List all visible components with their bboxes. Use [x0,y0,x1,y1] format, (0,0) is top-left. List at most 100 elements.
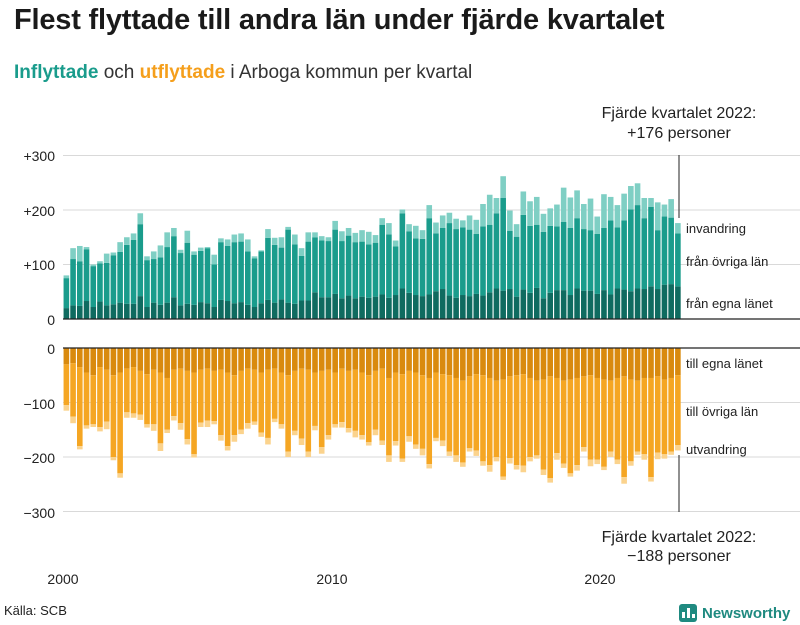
bar-out-2-77 [581,447,587,452]
bar-out-0-53 [419,348,426,376]
bar-out-0-26 [238,348,244,371]
bar-out-0-85 [634,348,641,381]
bar-in-2-10 [130,233,137,240]
bar-out-1-53 [419,375,426,449]
bar-in-0-35 [298,300,305,319]
bar-in-2-22 [211,254,217,265]
bar-in-0-52 [413,295,419,319]
bar-in-1-76 [574,218,580,289]
bar-in-2-54 [426,205,433,219]
bar-out-0-7 [110,348,117,376]
bar-out-2-20 [197,422,204,428]
bar-in-2-16 [171,227,177,237]
bar-out-0-72 [547,348,553,377]
bar-out-2-34 [292,430,298,436]
bar-in-0-72 [547,292,553,319]
bar-out-1-29 [258,372,265,433]
bar-out-0-90 [668,348,674,378]
bar-out-0-20 [197,348,204,370]
bar-in-1-68 [520,214,527,290]
bar-out-1-55 [433,372,439,438]
bar-out-1-72 [547,376,553,479]
bar-out-1-15 [164,377,170,430]
bar-in-0-73 [554,290,560,319]
bar-in-1-22 [211,264,217,308]
bar-out-2-5 [97,427,103,432]
bar-out-2-48 [386,455,392,462]
bar-in-2-56 [439,215,446,228]
bar-out-1-85 [634,380,641,452]
bar-in-0-63 [486,292,493,319]
bar-in-0-21 [204,303,211,319]
bar-out-1-36 [305,369,312,452]
bar-out-2-2 [77,446,83,450]
bar-out-1-17 [177,368,184,424]
bar-in-1-33 [285,229,291,303]
bar-in-2-59 [460,220,466,228]
bar-in-2-41 [339,231,345,242]
bar-in-2-79 [594,216,601,234]
bar-out-0-59 [460,348,466,381]
bar-in-2-42 [345,227,352,236]
ytick-top-200: +200 [23,203,55,219]
bar-out-1-71 [540,379,547,470]
bar-out-1-62 [480,375,486,462]
bar-out-0-64 [493,348,500,381]
bar-out-0-27 [245,348,251,369]
bar-out-1-67 [513,375,520,466]
bar-out-2-66 [507,458,513,464]
bar-in-2-18 [184,230,191,243]
bar-out-0-39 [325,348,332,370]
bar-out-1-61 [473,374,480,451]
bar-in-0-69 [527,292,533,319]
bar-in-0-75 [567,295,574,319]
bar-in-2-37 [312,232,318,238]
bar-in-0-14 [157,304,164,319]
bar-out-0-2 [77,348,83,368]
bar-out-1-77 [581,376,587,448]
bar-out-2-6 [103,421,110,430]
bar-in-2-83 [621,193,627,221]
bar-out-0-11 [137,348,144,371]
bar-out-1-87 [648,377,654,478]
bar-in-0-2 [77,305,83,319]
bar-out-1-28 [251,369,258,422]
bar-out-0-9 [124,348,130,369]
bar-in-1-57 [446,223,453,296]
bar-out-0-22 [211,348,217,371]
bar-in-0-91 [675,286,681,319]
bar-in-2-30 [265,229,271,238]
bar-out-0-73 [554,348,560,378]
bar-in-2-70 [533,196,540,225]
bar-out-1-8 [117,372,123,474]
bar-out-2-0 [63,405,70,411]
bar-in-2-5 [97,261,103,264]
bar-in-0-5 [97,301,103,319]
bar-in-1-13 [150,259,157,303]
bar-in-2-73 [554,204,560,227]
bar-out-0-45 [365,348,372,376]
bar-out-0-87 [648,348,654,378]
xtick-2010: 2010 [316,571,347,587]
bar-out-0-25 [231,348,238,376]
bar-in-2-38 [318,236,325,241]
bar-in-0-82 [614,288,621,319]
bar-in-1-86 [641,218,648,290]
bar-in-2-28 [251,256,258,259]
bar-in-0-33 [285,302,291,319]
bar-out-0-54 [426,348,433,378]
bar-out-1-25 [231,375,238,436]
bar-in-0-46 [372,296,379,319]
bar-out-2-41 [339,422,345,428]
bar-out-1-65 [500,379,506,477]
bar-in-0-77 [581,290,587,319]
bar-in-1-53 [419,238,426,297]
bar-out-1-0 [63,364,70,406]
bar-out-1-83 [621,376,627,478]
bar-in-1-48 [386,234,392,298]
bar-out-1-1 [70,363,76,417]
bar-out-2-71 [540,469,547,475]
bar-out-0-28 [251,348,258,370]
bar-out-0-78 [587,348,594,376]
